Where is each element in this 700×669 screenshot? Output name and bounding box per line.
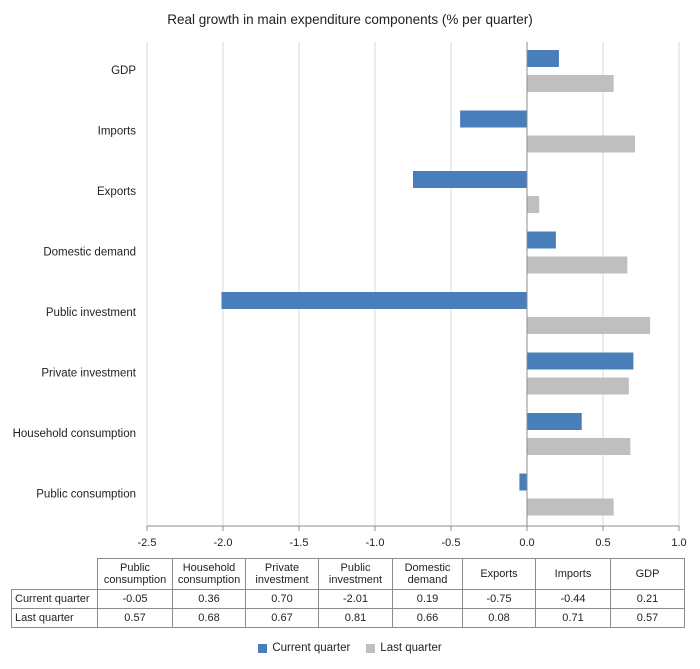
table-cell: 0.67	[245, 608, 319, 628]
table-header-label: Public consumption	[103, 562, 167, 586]
table-row: Current quarter -0.05 0.36 0.70 -2.01 0.19 -0.…	[11, 589, 685, 609]
table-corner	[11, 558, 98, 590]
category-label: Public investment	[46, 307, 137, 319]
table-header-cell: Imports	[535, 558, 611, 590]
bar-last-quarter	[527, 377, 629, 395]
bar-last-quarter	[527, 135, 635, 153]
table-header-label: Private investment	[255, 562, 309, 586]
bar-current-quarter	[221, 292, 528, 309]
table-cell: -0.75	[462, 589, 536, 609]
x-tick-label: 0.5	[595, 537, 610, 549]
legend-label: Current quarter	[272, 642, 351, 654]
legend-swatch-current-quarter	[258, 643, 268, 653]
bar-last-quarter	[527, 196, 540, 213]
table-row-label: Last quarter	[11, 608, 98, 628]
table-header-cell: Public investment	[318, 558, 393, 590]
table-header-label: GDP	[635, 568, 660, 580]
data-table: Public consumption Household consumption P…	[11, 558, 685, 628]
x-tick-label: -1.5	[290, 537, 309, 549]
category-label: Private investment	[41, 368, 136, 380]
table-header-cell: Public consumption	[97, 558, 173, 590]
table-row: Last quarter 0.57 0.68 0.67 0.81 0.66 0.08 0.71…	[11, 608, 685, 628]
table-cell: -2.01	[318, 589, 393, 609]
table-header-cell: Domestic demand	[392, 558, 463, 590]
category-labels: Public consumption Household consumption P…	[13, 65, 137, 501]
bar-current-quarter	[519, 473, 527, 491]
category-label: Household consumption	[13, 428, 136, 440]
table-cell: 0.08	[462, 608, 536, 628]
table-header-row: Public consumption Household consumption P…	[11, 558, 685, 590]
category-label: GDP	[111, 65, 136, 77]
bar-current-quarter	[527, 231, 556, 249]
table-cell: -0.44	[535, 589, 611, 609]
table-cell: 0.36	[172, 589, 246, 609]
x-tick-label: -1.0	[366, 537, 385, 549]
bar-current-quarter	[527, 352, 634, 370]
axes: -2.5 -2.0 -1.5 -1.0 -0.5 0.0 0.5 1.0	[138, 42, 687, 549]
table-cell: 0.68	[172, 608, 246, 628]
table-cell: 0.19	[392, 589, 463, 609]
table-cell: 0.57	[97, 608, 173, 628]
bar-last-quarter	[527, 317, 651, 334]
bar-last-quarter	[527, 75, 614, 92]
legend-label: Last quarter	[380, 642, 442, 654]
x-tick-label: 1.0	[671, 537, 686, 549]
category-label: Domestic demand	[43, 247, 136, 259]
bar-current-quarter	[460, 110, 527, 128]
legend-item: Last quarter	[366, 642, 442, 654]
bar-current-quarter	[527, 413, 582, 430]
table-header-label: Public investment	[328, 562, 383, 586]
table-header-label: Imports	[554, 568, 592, 580]
table-cell: 0.70	[245, 589, 319, 609]
table-header-cell: Exports	[462, 558, 536, 590]
chart-title: Real growth in main expenditure componen…	[167, 12, 532, 27]
bar-last-quarter	[527, 256, 628, 274]
legend: Current quarter Last quarter	[0, 642, 700, 656]
legend-swatch-last-quarter	[366, 643, 376, 653]
table-row-label: Current quarter	[11, 589, 98, 609]
table-header-cell: GDP	[610, 558, 685, 590]
table-header-cell: Private investment	[245, 558, 319, 590]
bar-last-quarter	[527, 438, 631, 455]
category-label: Exports	[97, 186, 136, 198]
x-tick-label: 0.0	[519, 537, 534, 549]
table-header-cell: Household consumption	[172, 558, 246, 590]
category-label: Imports	[98, 126, 137, 138]
bar-last-quarter	[527, 498, 614, 516]
legend-item: Current quarter	[258, 642, 350, 654]
table-header-label: Household consumption	[177, 562, 241, 586]
bars	[221, 50, 651, 516]
table-cell: 0.71	[535, 608, 611, 628]
table-cell: -0.05	[97, 589, 173, 609]
bar-current-quarter	[413, 171, 527, 188]
x-tick-label: -2.0	[214, 537, 233, 549]
table-cell: 0.57	[610, 608, 685, 628]
table-header-label: Exports	[480, 568, 518, 580]
table-cell: 0.81	[318, 608, 393, 628]
x-tick-label: -0.5	[442, 537, 461, 549]
category-label: Public consumption	[36, 489, 136, 501]
bar-current-quarter	[527, 50, 559, 67]
table-cell: 0.21	[610, 589, 685, 609]
x-tick-label: -2.5	[138, 537, 157, 549]
table-cell: 0.66	[392, 608, 463, 628]
table-header-label: Domestic demand	[404, 562, 451, 586]
